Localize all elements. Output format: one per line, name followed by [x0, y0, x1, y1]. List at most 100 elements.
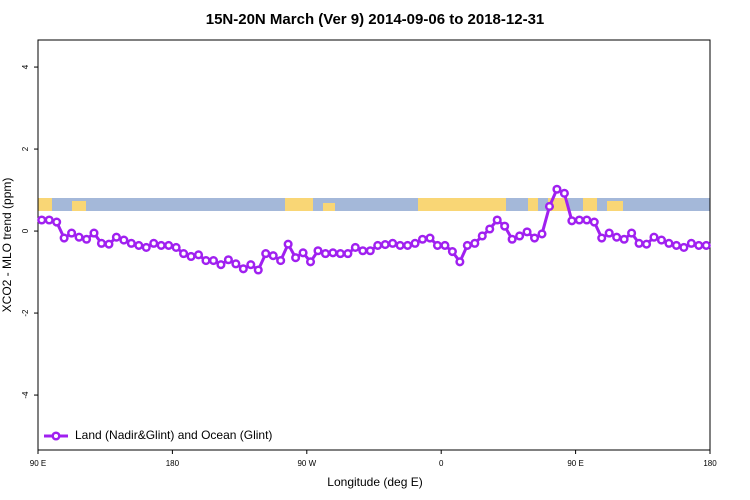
data-point [567, 216, 577, 226]
data-point [515, 231, 525, 241]
land-patch [607, 201, 623, 211]
ocean-strip [38, 198, 710, 211]
land-patch [72, 201, 86, 211]
data-point [694, 240, 704, 250]
data-point [634, 238, 644, 248]
data-point [298, 248, 308, 258]
data-point [462, 240, 472, 250]
x-tick-label: 90 W [297, 459, 316, 468]
land-ocean-strip [38, 198, 710, 211]
x-tick-label: 180 [703, 459, 717, 468]
data-point [156, 240, 166, 250]
data-point [81, 234, 92, 244]
data-point [59, 233, 69, 243]
data-point [507, 234, 517, 244]
data-point [582, 215, 592, 225]
data-point [373, 240, 383, 250]
data-point [52, 217, 62, 227]
land-patch [323, 203, 335, 211]
data-point [119, 235, 129, 245]
data-point [365, 246, 375, 256]
data-point [597, 233, 607, 243]
data-point [500, 221, 510, 231]
land-patch [285, 198, 313, 211]
data-point [447, 247, 457, 257]
data-point [589, 217, 599, 227]
data-point [193, 250, 204, 260]
data-point [335, 249, 345, 259]
y-tick-label: 0 [21, 228, 30, 233]
x-tick-label: 90 E [30, 459, 46, 468]
data-point [701, 240, 711, 250]
data-point [679, 242, 689, 253]
data-point [37, 215, 47, 225]
data-point [432, 240, 443, 250]
data-point [529, 233, 540, 243]
data-point [253, 265, 263, 275]
data-point [96, 238, 107, 248]
data-point [470, 238, 480, 248]
data-point [358, 246, 368, 256]
data-point [141, 242, 151, 253]
y-axis-label: XCO2 - MLO trend (ppm) [0, 178, 14, 313]
data-point [641, 239, 652, 249]
data-point [320, 249, 331, 259]
data-point [74, 232, 84, 242]
y-tick-label: -2 [21, 309, 30, 317]
x-tick-label: 180 [166, 459, 180, 468]
legend-marker [51, 431, 61, 441]
data-point [44, 215, 54, 225]
data-point [328, 248, 338, 258]
x-tick-label: 0 [439, 459, 444, 468]
land-patch [418, 198, 506, 211]
data-point [179, 249, 189, 259]
data-point [656, 235, 667, 245]
data-point [216, 260, 226, 270]
data-point [134, 240, 144, 250]
data-point [126, 238, 136, 248]
data-point [283, 239, 293, 249]
land-patch [583, 198, 597, 211]
data-point [492, 215, 502, 225]
data-point [104, 239, 114, 249]
data-point [417, 234, 428, 244]
data-point [268, 251, 278, 261]
data-point [149, 238, 159, 248]
data-point [291, 253, 301, 263]
data-point [455, 257, 465, 267]
data-point [425, 233, 435, 243]
data-point [313, 246, 323, 256]
data-point [522, 227, 532, 237]
x-tick-label: 90 E [567, 459, 583, 468]
data-point [671, 240, 681, 250]
data-point [686, 238, 696, 248]
data-point [649, 232, 659, 242]
data-point [664, 238, 674, 248]
data-point [388, 238, 398, 248]
data-point [276, 256, 286, 266]
y-tick-label: 2 [21, 146, 30, 151]
data-point [395, 240, 405, 250]
data-point [604, 228, 614, 238]
x-axis-label: Longitude (deg E) [327, 475, 422, 489]
data-point [410, 238, 420, 248]
data-point [246, 260, 256, 270]
data-point [552, 184, 562, 194]
data-point [231, 259, 241, 269]
data-point [619, 234, 629, 244]
data-point [238, 264, 248, 274]
data-point [574, 215, 584, 225]
data-point [559, 188, 569, 198]
data-point [186, 251, 196, 262]
data-point [544, 201, 555, 212]
land-patch [528, 198, 538, 211]
data-point [627, 228, 637, 238]
data-point [403, 240, 413, 250]
data-point [201, 256, 211, 266]
data-point [537, 229, 547, 239]
y-tick-label: -4 [21, 391, 30, 399]
chart-title: 15N-20N March (Ver 9) 2014-09-06 to 2018… [206, 11, 545, 28]
data-point [380, 240, 390, 250]
data-point [171, 242, 181, 253]
